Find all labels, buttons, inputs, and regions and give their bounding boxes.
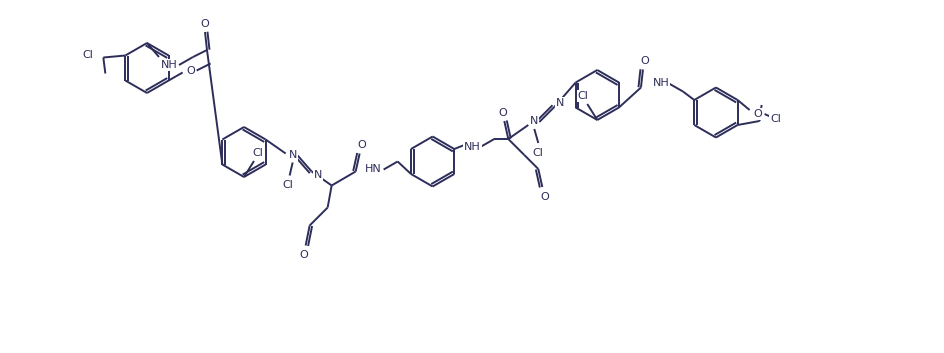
Text: O: O [540, 192, 548, 202]
Text: O: O [201, 19, 210, 29]
Text: N: N [531, 116, 538, 126]
Text: NH: NH [160, 60, 177, 70]
Text: O: O [299, 251, 308, 261]
Text: O: O [186, 66, 195, 76]
Text: O: O [753, 109, 762, 119]
Text: HN: HN [365, 164, 382, 174]
Text: Cl: Cl [82, 50, 93, 60]
Text: N: N [556, 98, 565, 108]
Text: O: O [357, 140, 366, 150]
Text: Cl: Cl [578, 91, 589, 101]
Text: O: O [497, 108, 507, 118]
Text: NH: NH [652, 78, 669, 89]
Text: Cl: Cl [770, 114, 781, 124]
Text: N: N [313, 170, 322, 180]
Text: Cl: Cl [532, 148, 544, 158]
Text: Cl: Cl [282, 179, 293, 190]
Text: N: N [289, 150, 296, 161]
Text: O: O [641, 56, 649, 66]
Text: Cl: Cl [253, 148, 263, 158]
Text: NH: NH [464, 142, 480, 152]
